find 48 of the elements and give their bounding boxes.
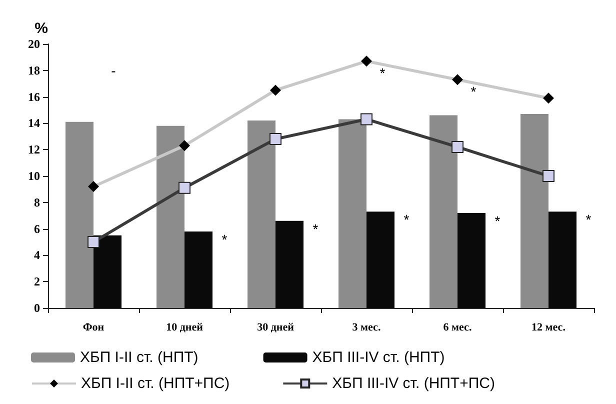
legend-label: ХБП III-IV ст. (НПТ+ПС) [332, 375, 500, 392]
x-tick-label: 3 мес. [352, 322, 381, 334]
y-tick-label: 2 [34, 274, 40, 289]
x-tick-label: Фон [82, 322, 105, 334]
y-tick-label: 8 [34, 195, 40, 210]
annotation: * [222, 231, 228, 248]
legend-label: ХБП I-II ст. (НПТ) [80, 349, 224, 366]
bar [184, 231, 212, 308]
bar [338, 119, 366, 308]
y-tick-label: 6 [34, 222, 40, 236]
bar [366, 212, 394, 308]
point [452, 140, 464, 153]
y-tick-label: 10 [28, 169, 40, 183]
x-tick-label: 30 дней [257, 322, 295, 334]
annotation: * [404, 212, 410, 228]
y-tick-label: 12 [28, 142, 40, 157]
bar [276, 220, 304, 308]
bar [520, 114, 548, 308]
point [360, 113, 372, 126]
y-tick-label: 16 [28, 90, 40, 104]
x-tick-label: 12 мес. [532, 322, 566, 334]
bar [66, 122, 94, 308]
point [178, 182, 190, 194]
annotation: - [111, 62, 116, 78]
y-tick-label: 14 [28, 116, 40, 130]
annotation: * [380, 65, 386, 82]
bar [548, 212, 576, 308]
annotation: * [586, 212, 592, 228]
x-tick-label: 10 дней [166, 322, 204, 334]
annotation: * [470, 84, 477, 100]
annotation: * [494, 212, 501, 229]
y-tick-label: 20 [28, 37, 40, 51]
bar [248, 120, 276, 308]
y-tick-label: 4 [34, 248, 40, 262]
point [270, 133, 282, 146]
bar [156, 126, 184, 308]
point [88, 236, 100, 248]
bar [458, 212, 486, 308]
legend-label: ХБП I-II ст. (НПТ+ПС) [81, 375, 242, 392]
bar [94, 235, 122, 308]
legend-label: ХБП III-IV ст. (НПТ) [312, 349, 462, 366]
point [542, 170, 554, 182]
bar [430, 115, 458, 308]
x-tick-label: 6 мес. [443, 322, 472, 334]
y-tick-label: 0 [34, 301, 40, 315]
annotation: * [312, 220, 319, 237]
y-axis-title: % [34, 20, 48, 37]
y-tick-label: 18 [28, 63, 40, 78]
